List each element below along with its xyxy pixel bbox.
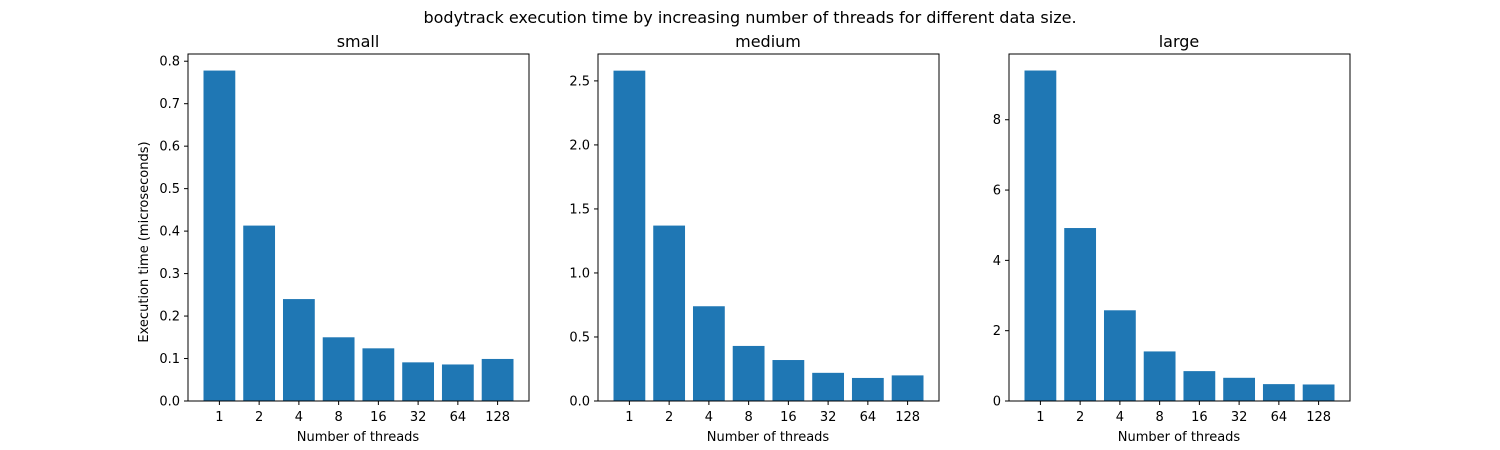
y-tick-label: 0.0 (569, 395, 590, 410)
bar-8 (1143, 351, 1176, 401)
chart-title: large (1159, 32, 1200, 51)
x-tick-label: 8 (744, 410, 752, 425)
y-axis-label: Execution time (microseconds) (137, 141, 152, 342)
bar-4 (1103, 310, 1136, 401)
bar-128 (891, 375, 924, 401)
y-tick-label: 0.4 (159, 225, 180, 240)
bar-4 (282, 299, 315, 401)
y-tick-label: 0.0 (159, 395, 180, 410)
figure-suptitle: bodytrack execution time by increasing n… (423, 8, 1076, 27)
y-tick-label: 6 (993, 184, 1001, 199)
x-tick-label: 32 (1231, 410, 1248, 425)
bar-1 (1024, 70, 1057, 402)
y-tick-label: 4 (993, 254, 1001, 269)
x-tick-label: 128 (485, 410, 510, 425)
bar-128 (481, 358, 514, 401)
bar-1 (613, 70, 646, 402)
bar-16 (772, 360, 805, 401)
y-tick-label: 0.2 (159, 310, 180, 325)
y-tick-label: 1.0 (569, 266, 590, 281)
bar-64 (851, 377, 884, 401)
bar-8 (732, 345, 765, 401)
x-tick-label: 2 (665, 410, 673, 425)
x-tick-label: 64 (1271, 410, 1288, 425)
x-tick-label: 4 (1116, 410, 1124, 425)
bar-4 (692, 306, 725, 401)
x-tick-label: 16 (370, 410, 387, 425)
x-tick-label: 8 (334, 410, 342, 425)
bar-1 (203, 70, 236, 401)
y-tick-label: 1.5 (569, 202, 590, 217)
x-tick-label: 32 (820, 410, 837, 425)
x-axis-label: Number of threads (1118, 430, 1241, 445)
y-tick-label: 8 (993, 113, 1001, 128)
y-tick-label: 2 (993, 324, 1001, 339)
x-tick-label: 2 (255, 410, 263, 425)
bar-2 (653, 225, 686, 401)
y-tick-label: 0.7 (159, 97, 180, 112)
bar-16 (362, 348, 395, 401)
y-tick-label: 0.1 (159, 352, 180, 367)
x-tick-label: 1 (215, 410, 223, 425)
y-tick-label: 0 (993, 395, 1001, 410)
chart-title: small (337, 32, 380, 51)
x-tick-label: 2 (1076, 410, 1084, 425)
x-tick-label: 64 (860, 410, 877, 425)
y-tick-label: 0.8 (159, 55, 180, 70)
y-tick-label: 0.6 (159, 140, 180, 155)
bar-128 (1302, 384, 1335, 401)
y-tick-label: 2.5 (569, 74, 590, 89)
x-tick-label: 16 (1191, 410, 1208, 425)
bar-2 (1064, 228, 1097, 401)
chart-medium: medium Number of threads 1 2 4 8 16 32 64 128 0.… (569, 32, 940, 445)
bar-8 (322, 337, 355, 401)
x-tick-label: 4 (295, 410, 303, 425)
bar-16 (1183, 371, 1216, 401)
y-tick-label: 2.0 (569, 138, 590, 153)
x-tick-label: 16 (780, 410, 797, 425)
y-tick-label: 0.3 (159, 267, 180, 282)
x-tick-label: 64 (450, 410, 467, 425)
x-axis-label: Number of threads (707, 430, 830, 445)
bar-64 (1262, 384, 1295, 401)
bar-64 (441, 364, 474, 401)
plot-frame (597, 53, 940, 402)
y-tick-label: 0.5 (569, 330, 590, 345)
bar-2 (243, 225, 276, 401)
x-tick-label: 4 (705, 410, 713, 425)
plot-frame (187, 53, 530, 402)
x-tick-label: 8 (1155, 410, 1163, 425)
chart-large: large Number of threads 1 2 4 8 16 32 64 128 0 2 4… (993, 32, 1351, 445)
x-tick-label: 128 (895, 410, 920, 425)
x-tick-label: 32 (410, 410, 427, 425)
x-tick-label: 1 (1036, 410, 1044, 425)
x-tick-label: 1 (625, 410, 633, 425)
bar-32 (402, 362, 435, 401)
x-axis-label: Number of threads (297, 430, 420, 445)
x-tick-label: 128 (1306, 410, 1331, 425)
bar-32 (812, 372, 845, 401)
bar-32 (1223, 377, 1256, 401)
chart-small: small Number of threads Execution time (… (137, 32, 530, 445)
plot-frame (1008, 53, 1351, 402)
chart-title: medium (735, 32, 801, 51)
y-tick-label: 0.5 (159, 182, 180, 197)
